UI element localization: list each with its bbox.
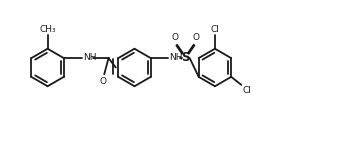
Text: O: O xyxy=(171,33,178,42)
Text: CH₃: CH₃ xyxy=(39,25,56,34)
Text: S: S xyxy=(181,51,190,64)
Text: O: O xyxy=(99,77,106,86)
Text: O: O xyxy=(193,33,200,42)
Text: Cl: Cl xyxy=(243,86,251,95)
Text: NH: NH xyxy=(83,53,96,62)
Text: NH: NH xyxy=(169,53,183,62)
Text: Cl: Cl xyxy=(211,25,219,34)
